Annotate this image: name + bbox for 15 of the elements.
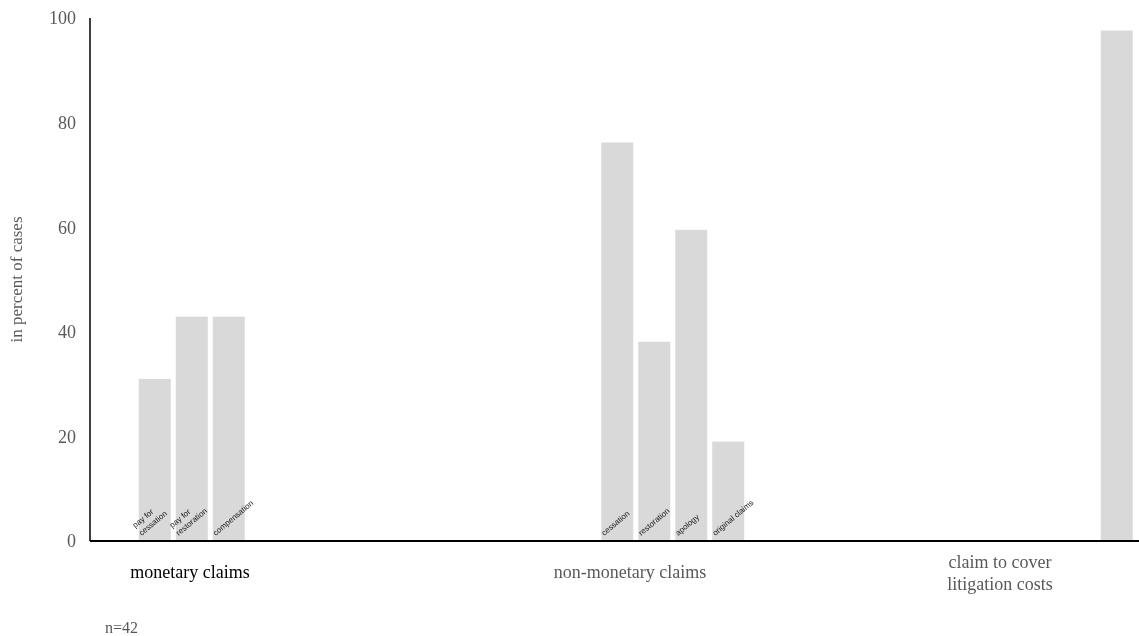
y-tick-label: 100 — [49, 8, 76, 29]
y-axis-title: in percent of cases — [7, 216, 26, 343]
text: n=42 — [105, 619, 139, 636]
bar — [675, 229, 708, 541]
text: claim to cover litigation costs — [947, 552, 1053, 594]
y-tick-label: 20 — [58, 426, 76, 447]
text: monetary claims — [130, 562, 250, 582]
text: non-monetary claims — [553, 562, 707, 582]
y-tick-label: 80 — [58, 112, 76, 133]
y-tick-label: 0 — [67, 531, 76, 552]
bar — [1100, 30, 1133, 541]
y-tick-label: 60 — [58, 217, 76, 238]
y-tick-label: 40 — [58, 322, 76, 343]
bar — [601, 142, 634, 541]
bar — [638, 341, 671, 541]
